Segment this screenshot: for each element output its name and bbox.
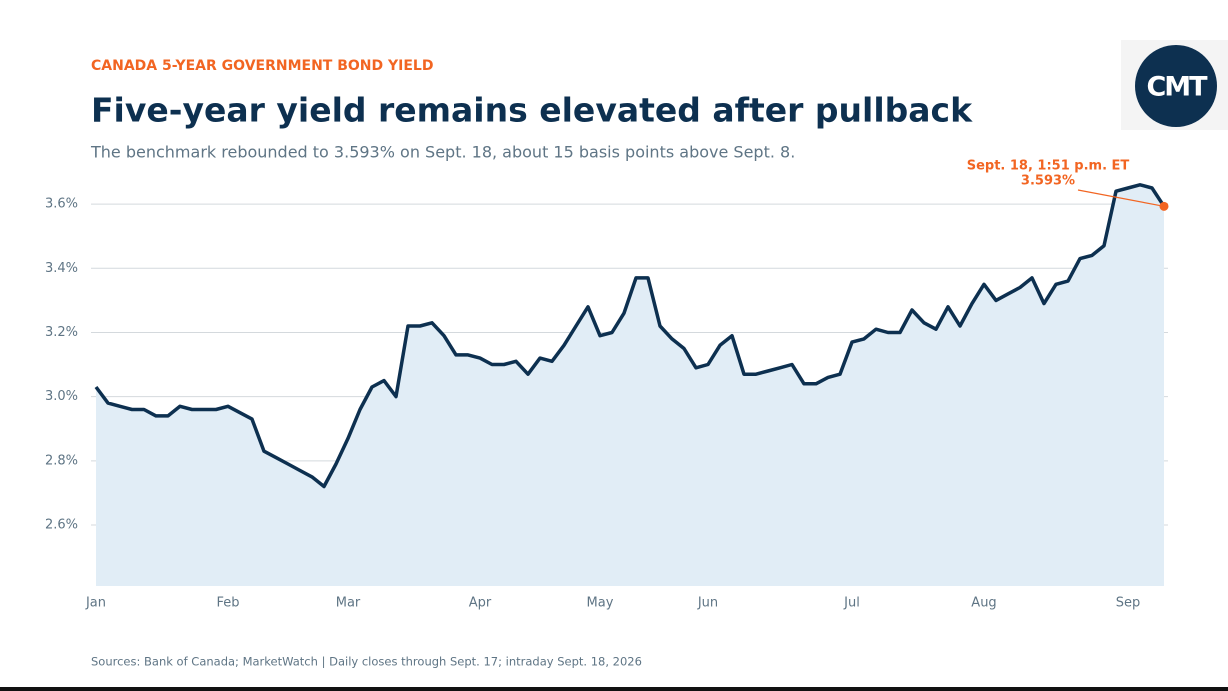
subtitle: The benchmark rebounded to 3.593% on Sep… — [90, 143, 795, 162]
annotation-value: 3.593% — [1021, 174, 1075, 189]
bottom-border — [0, 687, 1228, 691]
annotation-label: Sept. 18, 1:51 p.m. ET — [967, 159, 1130, 174]
y-tick-label: 2.8% — [45, 453, 78, 468]
x-tick-label: Mar — [336, 596, 361, 611]
y-tick-label: 3.0% — [45, 389, 78, 404]
logo-text: CMT — [1146, 72, 1208, 103]
x-tick-label: May — [587, 596, 614, 611]
line — [94, 183, 1166, 489]
kicker: CANADA 5-YEAR GOVERNMENT BOND YIELD — [91, 58, 433, 74]
y-tick-label: 3.4% — [45, 261, 78, 276]
annotation-leader — [1077, 189, 1165, 207]
x-tick-label: Sep — [1116, 596, 1141, 611]
x-tick-label: Jan — [85, 596, 106, 611]
y-tick-label: 3.2% — [45, 325, 78, 340]
x-tick-label: Apr — [469, 596, 492, 611]
y-tick-label: 3.6% — [45, 197, 78, 212]
chart-title: Five-year yield remains elevated after p… — [91, 91, 973, 130]
annotation-dot — [1159, 201, 1169, 211]
logo-circle — [1135, 45, 1217, 127]
x-tick-label: Feb — [216, 596, 239, 611]
x-tick-label: Aug — [971, 596, 996, 611]
source: Sources: Bank of Canada; MarketWatch | D… — [91, 655, 642, 669]
area — [96, 184, 1164, 587]
x-tick-label: Jun — [697, 596, 718, 611]
y-tick-label: 2.6% — [45, 518, 78, 533]
x-tick-label: Jul — [843, 596, 860, 611]
